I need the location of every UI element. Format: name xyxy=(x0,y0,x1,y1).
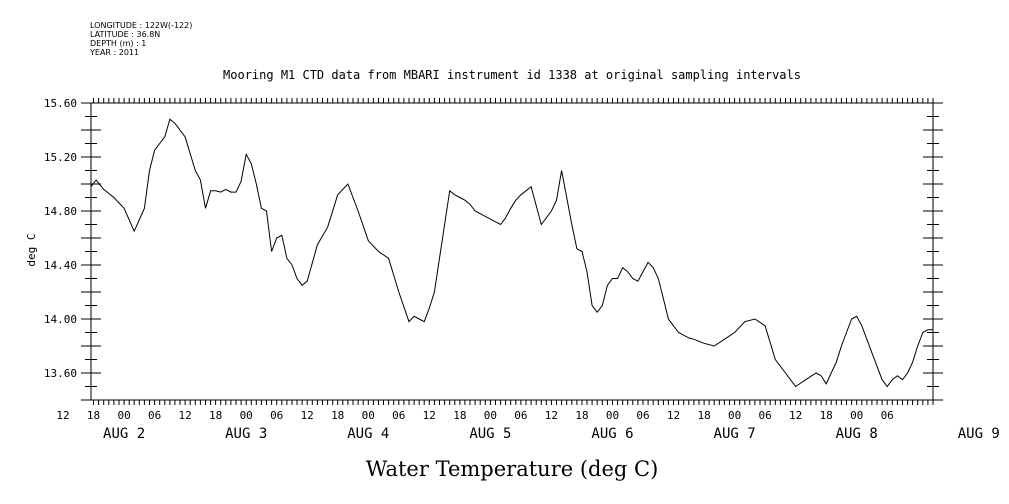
y-tick-label: 15.60 xyxy=(44,97,77,110)
x-tick-label: 18 xyxy=(87,409,100,422)
x-tick-label: 06 xyxy=(881,409,894,422)
x-tick-label: 18 xyxy=(209,409,222,422)
y-tick-label: 14.00 xyxy=(44,313,77,326)
x-tick-label: 18 xyxy=(331,409,344,422)
day-label: AUG 6 xyxy=(591,426,633,442)
x-tick-label: 00 xyxy=(850,409,863,422)
day-label: AUG 8 xyxy=(836,426,878,442)
y-tick-label: 13.60 xyxy=(44,367,77,380)
latitude-label: LATITUDE : 36.8N xyxy=(90,30,161,39)
x-tick-label: 12 xyxy=(789,409,802,422)
y-tick-label: 15.20 xyxy=(44,151,77,164)
x-tick-label: 00 xyxy=(728,409,741,422)
x-tick-label: 12 xyxy=(301,409,314,422)
x-tick-label: 06 xyxy=(148,409,161,422)
day-label: AUG 5 xyxy=(469,426,511,442)
x-tick-label: 06 xyxy=(270,409,283,422)
x-tick-label: 18 xyxy=(697,409,710,422)
x-tick-label: 12 xyxy=(423,409,436,422)
x-tick-label: 12 xyxy=(545,409,558,422)
x-tick-label: 06 xyxy=(392,409,405,422)
x-tick-label: 06 xyxy=(636,409,649,422)
x-tick-label: 00 xyxy=(240,409,253,422)
x-tick-label: 06 xyxy=(758,409,771,422)
y-tick-label: 14.80 xyxy=(44,205,77,218)
day-label: AUG 7 xyxy=(714,426,756,442)
depth-label: DEPTH (m) : 1 xyxy=(90,39,147,48)
x-tick-labels: 12 18 00 06 12 18 00 06 12 18 00 06 12 18 00 06 12 18 00 06… xyxy=(56,409,893,422)
plot-frame xyxy=(90,102,934,401)
x-axis-label: Water Temperature (deg C) xyxy=(366,457,659,481)
day-label: AUG 4 xyxy=(347,426,389,442)
y-tick-labels: 15.60 15.20 14.80 14.40 14.00 13.60 xyxy=(44,97,77,380)
y-axis-label: deg C xyxy=(25,233,38,266)
x-tick-label: 12 xyxy=(667,409,680,422)
x-tick-label: 06 xyxy=(514,409,527,422)
x-tick-label: 00 xyxy=(362,409,375,422)
day-label: AUG 9 xyxy=(958,426,1000,442)
x-tick-label: 00 xyxy=(117,409,130,422)
day-label: AUG 2 xyxy=(103,426,145,442)
longitude-label: LONGITUDE : 122W(-122) xyxy=(90,21,193,30)
temperature-series-line xyxy=(90,118,933,388)
x-tick-label: 00 xyxy=(484,409,497,422)
year-label: YEAR : 2011 xyxy=(90,48,140,57)
x-tick-label: 18 xyxy=(820,409,833,422)
day-labels: AUG 2 AUG 3 AUG 4 AUG 5 AUG 6 AUG 7 AUG 8 AUG 9 xyxy=(103,426,1000,442)
tick-marks xyxy=(81,98,943,405)
day-label: AUG 3 xyxy=(225,426,267,442)
y-tick-label: 14.40 xyxy=(44,259,77,272)
metadata-block: LONGITUDE : 122W(-122) LATITUDE : 36.8N … xyxy=(90,21,192,57)
x-tick-label: 00 xyxy=(606,409,619,422)
x-tick-label: 12 xyxy=(178,409,191,422)
x-tick-label: 12 xyxy=(56,409,69,422)
x-tick-label: 18 xyxy=(575,409,588,422)
chart-title: Mooring M1 CTD data from MBARI instrumen… xyxy=(223,68,801,82)
x-tick-label: 18 xyxy=(453,409,466,422)
